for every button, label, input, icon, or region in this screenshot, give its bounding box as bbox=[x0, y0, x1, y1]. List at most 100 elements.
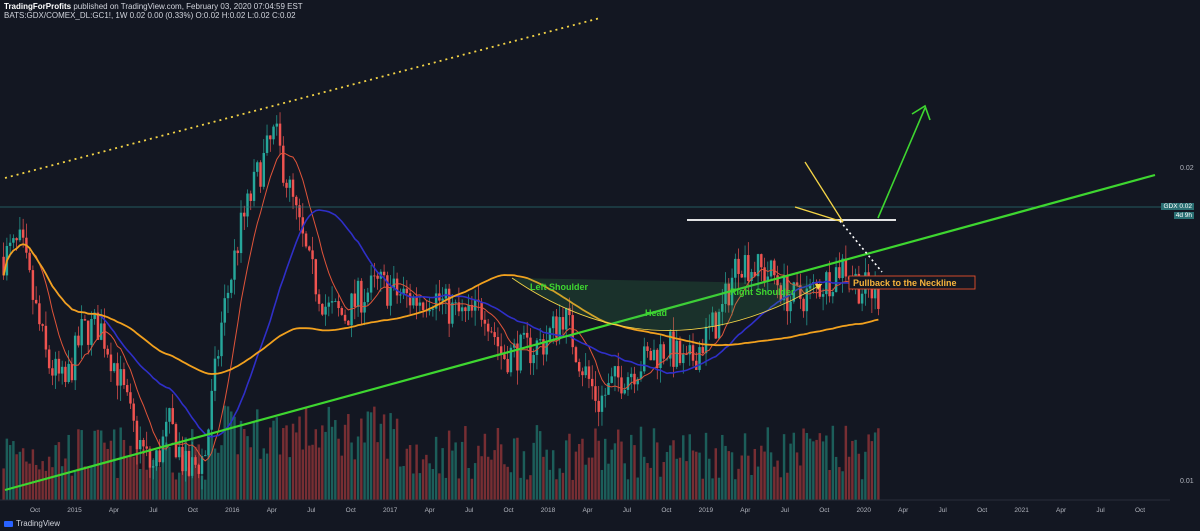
dotted-resistance-line[interactable] bbox=[4, 17, 601, 179]
volume-bar bbox=[815, 439, 818, 500]
volume-bar bbox=[737, 468, 740, 500]
candle-body bbox=[506, 359, 509, 373]
candle-body bbox=[724, 283, 727, 304]
candle-body bbox=[672, 331, 675, 367]
x-tick-label: Jul bbox=[939, 507, 948, 514]
volume-bar bbox=[786, 472, 789, 500]
volume-bar bbox=[122, 439, 126, 500]
volume-bar bbox=[483, 433, 487, 500]
volume-bar bbox=[613, 443, 617, 500]
candle-body bbox=[15, 238, 18, 241]
candle-body bbox=[626, 377, 630, 390]
candle-body bbox=[799, 285, 802, 299]
candle-body bbox=[825, 272, 828, 295]
pullback-path[interactable] bbox=[839, 220, 883, 273]
candle-body bbox=[538, 339, 542, 341]
volume-bar bbox=[743, 433, 747, 500]
candle-body bbox=[265, 135, 269, 153]
candle-body bbox=[734, 258, 737, 278]
x-tick-label: Jul bbox=[307, 507, 316, 514]
volume-bar bbox=[356, 436, 360, 500]
volume-bar bbox=[717, 477, 721, 500]
candle-body bbox=[551, 316, 555, 329]
candle-body bbox=[223, 298, 226, 323]
candle-body bbox=[220, 322, 223, 357]
projection-arrow[interactable] bbox=[877, 107, 926, 219]
candle-body bbox=[613, 366, 617, 377]
tradingview-logo[interactable]: TradingView bbox=[4, 519, 60, 528]
candle-body bbox=[213, 358, 217, 391]
candle-body bbox=[603, 394, 607, 396]
y-tick-label: 0.01 bbox=[1180, 478, 1194, 485]
pattern-arc[interactable] bbox=[511, 277, 823, 331]
candle-body bbox=[129, 392, 132, 404]
callout-box[interactable] bbox=[848, 275, 976, 290]
x-tick-label: 2016 bbox=[225, 507, 240, 514]
candle-body bbox=[67, 363, 70, 383]
volume-bar bbox=[691, 450, 695, 500]
candle-body bbox=[516, 343, 519, 371]
candle-body bbox=[581, 371, 584, 376]
candle-body bbox=[99, 323, 103, 340]
volume-bar bbox=[776, 460, 779, 500]
volume-bar bbox=[347, 414, 350, 500]
candle-body bbox=[656, 349, 659, 369]
volume-bar bbox=[864, 451, 867, 500]
volume-bar bbox=[594, 428, 597, 500]
x-tick-label: Oct bbox=[977, 507, 987, 514]
candle-body bbox=[444, 288, 448, 299]
volume-bar bbox=[695, 451, 698, 500]
candle-body bbox=[304, 233, 308, 247]
volume-bar bbox=[421, 459, 425, 500]
candle-body bbox=[496, 337, 500, 347]
candle-body bbox=[376, 275, 379, 279]
x-tick-label: Oct bbox=[30, 507, 40, 514]
candle-body bbox=[525, 332, 529, 338]
volume-bar bbox=[412, 473, 415, 500]
volume-bar bbox=[321, 425, 324, 500]
candles bbox=[2, 112, 880, 490]
volume-bar bbox=[867, 434, 870, 500]
volume-bar bbox=[512, 438, 516, 500]
candle-body bbox=[561, 317, 565, 330]
candle-body bbox=[408, 293, 412, 306]
candle-body bbox=[399, 294, 402, 296]
volume-bar bbox=[350, 442, 353, 500]
volume-bar bbox=[766, 427, 770, 500]
volume-bar bbox=[789, 443, 792, 500]
candle-body bbox=[737, 258, 740, 274]
candle-body bbox=[447, 288, 451, 324]
volume-bar bbox=[389, 413, 392, 500]
candle-body bbox=[226, 292, 230, 299]
candle-body bbox=[646, 346, 649, 351]
candle-body bbox=[103, 323, 106, 349]
candle-body bbox=[789, 301, 792, 312]
volume-bar bbox=[698, 452, 701, 500]
candle-body bbox=[704, 326, 708, 354]
candle-body bbox=[769, 260, 773, 277]
volume-bar bbox=[714, 448, 718, 500]
x-tick-label: 2015 bbox=[67, 507, 82, 514]
volume-bar bbox=[12, 441, 15, 500]
candle-body bbox=[711, 312, 714, 326]
x-tick-label: 2018 bbox=[541, 507, 556, 514]
volume-bar bbox=[522, 451, 526, 500]
volume-bar bbox=[558, 468, 561, 500]
volume-bar bbox=[174, 479, 178, 500]
support-trendline[interactable] bbox=[4, 173, 1156, 492]
candle-body bbox=[607, 382, 610, 395]
candle-body bbox=[860, 293, 864, 304]
candle-body bbox=[269, 135, 272, 140]
candle-body bbox=[337, 301, 340, 309]
wedge-lower-line[interactable] bbox=[794, 206, 844, 223]
volume-bar bbox=[415, 444, 418, 500]
author-name[interactable]: TradingForProfits bbox=[4, 2, 72, 11]
volume-bar bbox=[496, 428, 500, 500]
volume-bar bbox=[70, 475, 74, 500]
x-tick-label: Oct bbox=[504, 507, 514, 514]
candle-body bbox=[373, 275, 376, 277]
volume-bar bbox=[584, 464, 587, 500]
wedge-upper-line[interactable] bbox=[804, 161, 844, 223]
